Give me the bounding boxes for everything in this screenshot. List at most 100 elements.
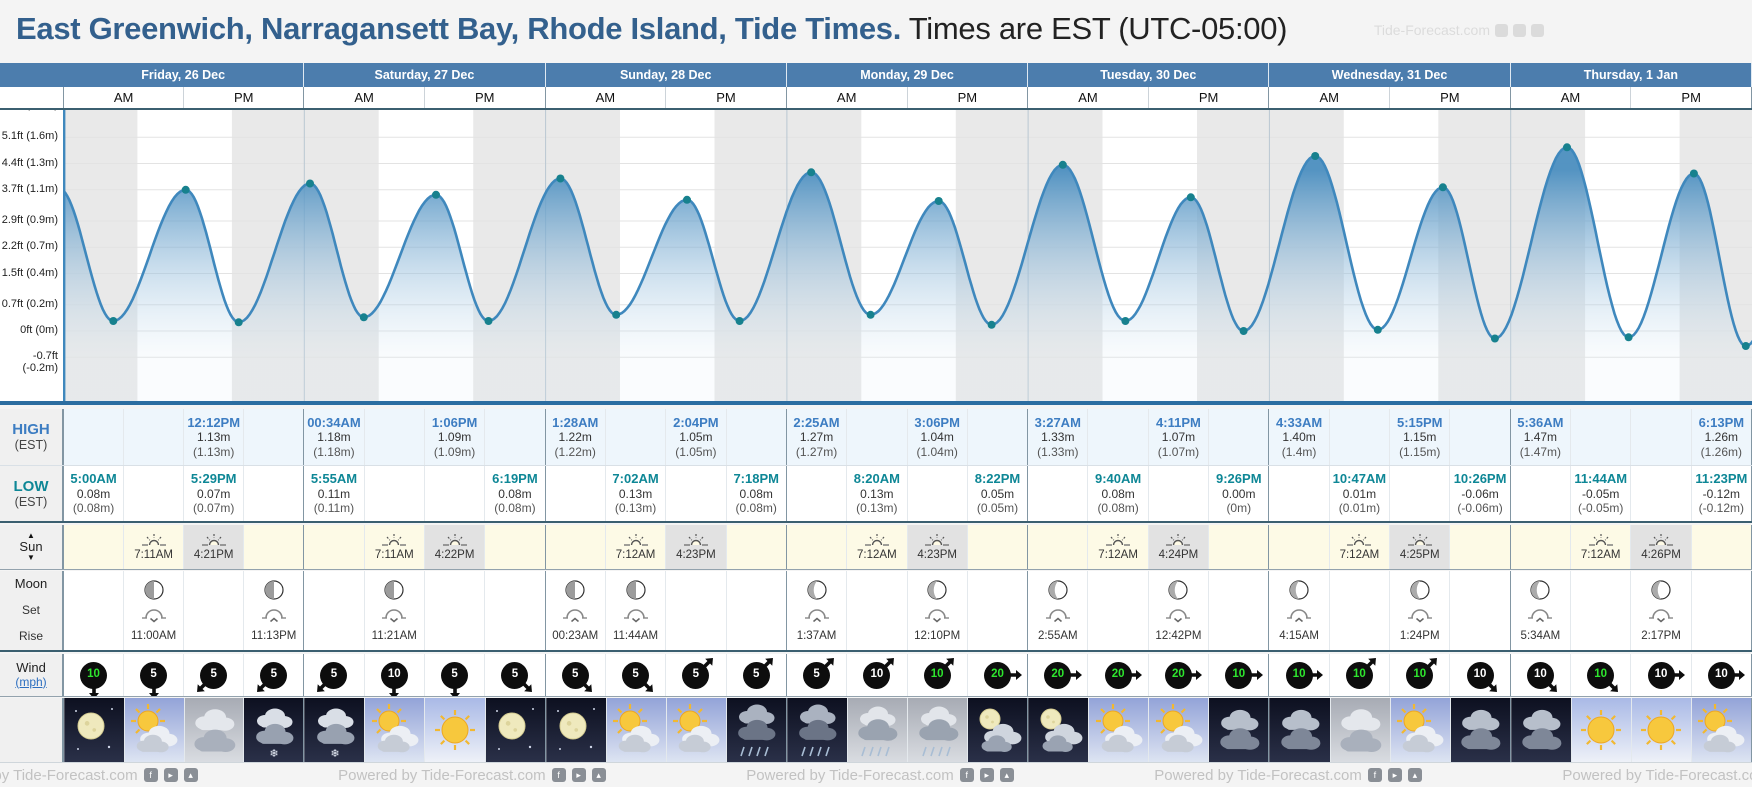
footer-credit-link[interactable]: Powered by Tide-Forecast.com — [1562, 766, 1752, 784]
weather-day: ❄ — [304, 698, 546, 762]
wind-speed-indicator: 5 — [493, 654, 537, 696]
wind-unit-link[interactable]: (mph) — [15, 674, 47, 689]
moon-rise-time: 1:37AM — [796, 630, 837, 643]
sunset-icon — [201, 533, 226, 546]
wind-cell: 10 — [1570, 654, 1630, 696]
wind-cell: 5 — [604, 654, 665, 696]
low-tide-cell — [423, 466, 484, 521]
low-tide-cell — [1630, 466, 1690, 521]
wind-speed-value: 10 — [1345, 661, 1373, 689]
footer-social-icon[interactable]: ▴ — [1407, 768, 1422, 782]
footer-credit[interactable]: Powered by Tide-Forecast.com f ▸ ▴ — [1154, 767, 1422, 784]
footer-social-icon[interactable]: ▸ — [163, 768, 178, 782]
high-tide-time: 4:11PM — [1156, 414, 1201, 430]
high-tide-time: 3:06PM — [914, 414, 960, 430]
wind-cell: 5 — [423, 654, 484, 696]
low-tide-height-m: 0.08m — [739, 486, 773, 501]
footer-social-icon[interactable]: ▴ — [183, 768, 198, 782]
footer-credit-link[interactable]: Powered by Tide-Forecast.com — [0, 766, 138, 784]
high-tide-height-alt: (1.27m) — [795, 444, 838, 459]
y-axis-tick: 4.4ft (1.3m) — [1, 156, 58, 169]
high-tide-cell: 4:33AM 1.40m (1.4m) — [1269, 409, 1328, 465]
wind-speed-indicator: 5 — [674, 654, 718, 696]
low-tide-time: 7:18PM — [733, 471, 779, 487]
wind-cell: 20 — [1028, 654, 1087, 696]
high-tide-height-alt: (1.22m) — [554, 444, 596, 459]
footer-credit[interactable]: Powered by Tide-Forecast.com f ▸ ▴ — [746, 767, 1014, 784]
footer-social-icon[interactable]: ▸ — [1387, 768, 1402, 782]
sunrise-time: 7:12AM — [857, 548, 897, 561]
weather-cloudy-night-icon — [1269, 698, 1330, 762]
footer-social-icon[interactable]: f — [959, 768, 974, 782]
footer-credit[interactable]: Powered by Tide-Forecast.com f ▸ ▴ — [338, 767, 606, 784]
footer-credit-link[interactable]: Powered by Tide-Forecast.com — [1154, 766, 1362, 784]
wind-cell: 5 — [123, 654, 183, 696]
low-tide-cell: 9:40AM 0.08m (0.08m) — [1087, 466, 1147, 521]
high-tide-day: 00:34AM 1.18m (1.18m) 1:06PM 1.09m (1.09m) — [304, 409, 546, 465]
footer-credit[interactable]: Powered by Tide-Forecast.com f ▸ ▴ — [0, 767, 198, 784]
low-tide-cell: 8:22PM 0.05m (0.05m) — [966, 466, 1027, 521]
low-tide-cell — [243, 466, 303, 521]
low-tide-cell: 9:26PM 0.00m (0m) — [1208, 466, 1268, 521]
high-tide-time: 6:13PM — [1698, 414, 1745, 430]
wind-speed-indicator: 20 — [976, 654, 1022, 696]
low-tide-cell: 5:29PM 0.07m (0.07m) — [183, 466, 243, 521]
high-tide-time: 1:28AM — [552, 414, 599, 430]
moon-set-time: 11:00AM — [131, 630, 177, 643]
wind-cell: 10 — [363, 654, 424, 696]
wind-speed-indicator: 5 — [192, 654, 236, 696]
weather-rain-night-icon — [786, 698, 847, 762]
moon-phase-icon — [1530, 580, 1550, 600]
weather-sunny-icon — [1630, 698, 1691, 762]
wind-cell: 20 — [1147, 654, 1208, 696]
low-tide-height-alt: (-0.12m) — [1698, 501, 1745, 516]
high-tide-cell — [725, 409, 786, 465]
footer-social-icon[interactable]: f — [143, 768, 158, 782]
footer-credits: Powered by Tide-Forecast.com f ▸ ▴ Powered b… — [0, 763, 1752, 787]
sun-cell: 4:21PM — [183, 525, 244, 569]
footer-social-icon[interactable]: f — [1367, 768, 1382, 782]
wind-speed-indicator: 20 — [1036, 654, 1082, 696]
high-tide-cell — [1630, 409, 1690, 465]
low-tide-cell: 6:19PM 0.08m (0.08m) — [484, 466, 544, 521]
wind-direction-arrow-icon — [1066, 670, 1082, 680]
low-tide-cell — [1269, 466, 1328, 521]
y-axis-tick: -0.7ft (-0.2m) — [22, 350, 58, 375]
wind-cell: 5 — [546, 654, 605, 696]
moon-cell — [304, 571, 363, 650]
high-tide-height-alt: (1.15m) — [1399, 444, 1441, 459]
low-tide-day: 8:20AM 0.13m (0.13m) 8:22PM 0.05m (0.05m) — [787, 466, 1029, 521]
footer-social-icon[interactable]: ▸ — [571, 768, 586, 782]
low-tide-height-m: -0.06m — [1461, 486, 1499, 501]
wind-speed-value: 5 — [200, 661, 228, 689]
footer-credit-link[interactable]: Powered by Tide-Forecast.com — [746, 766, 954, 784]
sun-cell: 4:23PM — [665, 525, 726, 569]
high-tide-cell — [363, 409, 424, 465]
moon-phase-icon — [1651, 580, 1671, 600]
high-tide-cell — [1208, 409, 1268, 465]
weather-partly-cloudy-day-icon — [123, 698, 184, 762]
weather-overcast-icon — [183, 698, 244, 762]
low-tide-height-alt: (0.08m) — [1097, 501, 1139, 516]
moon-cell — [1570, 571, 1630, 650]
footer-social-icon[interactable]: f — [551, 768, 566, 782]
moon-cell — [1087, 571, 1147, 650]
moon-phase-icon — [927, 580, 947, 600]
footer-social-icon[interactable]: ▸ — [979, 768, 994, 782]
weather-clear-night-icon — [64, 698, 124, 762]
footer-social-icon[interactable]: ▴ — [999, 768, 1014, 782]
low-tide-cell: 10:47AM 0.01m (0.01m) — [1328, 466, 1389, 521]
low-tide-cell: 5:55AM 0.11m (0.11m) — [304, 466, 363, 521]
day-header: Thursday, 1 Jan — [1510, 63, 1752, 87]
wind-speed-indicator: 5 — [252, 654, 296, 696]
wind-day: 5 10 5 5 — [304, 654, 546, 696]
footer-credit-link[interactable]: Powered by Tide-Forecast.com — [338, 766, 546, 784]
wind-speed-value: 10 — [1707, 661, 1735, 689]
footer-social-icon[interactable]: ▴ — [591, 768, 606, 782]
am-label: AM — [1560, 90, 1581, 105]
moonset-icon — [623, 609, 648, 623]
low-tide-cell: 5:00AM 0.08m (0.08m) — [64, 466, 123, 521]
weather-day — [545, 698, 787, 762]
wind-speed-value: 10 — [380, 661, 408, 689]
